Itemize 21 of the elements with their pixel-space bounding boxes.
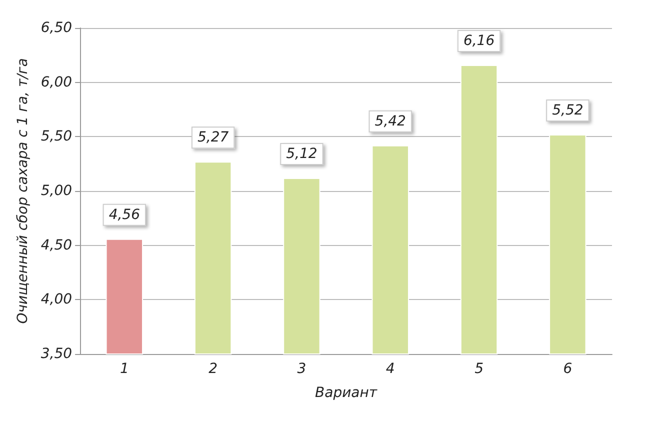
x-tick-label: 2 <box>208 361 218 377</box>
data-label: 5,12 <box>286 146 318 162</box>
x-axis-title: Вариант <box>315 385 378 401</box>
data-label: 5,52 <box>552 102 584 118</box>
y-tick-label: 6,50 <box>40 20 72 36</box>
data-label: 6,16 <box>463 32 495 49</box>
x-tick-label: 1 <box>120 361 129 377</box>
x-tick-label: 5 <box>474 361 484 377</box>
y-tick-label: 6,00 <box>40 74 72 90</box>
data-label: 4,56 <box>108 206 140 223</box>
x-tick-label: 3 <box>297 361 306 377</box>
y-tick-label: 5,50 <box>40 128 72 145</box>
data-label: 5,27 <box>197 130 229 146</box>
y-tick-label: 3,50 <box>40 346 72 362</box>
x-tick-label: 6 <box>563 361 572 377</box>
y-tick-label: 4,00 <box>40 292 72 308</box>
y-tick-label: 5,00 <box>40 183 72 199</box>
data-label: 5,42 <box>374 113 406 130</box>
x-tick-label: 4 <box>386 361 395 377</box>
y-axis-title: Очищенный сбор сахара с 1 га, т/га <box>15 58 31 324</box>
y-tick-label: 4,50 <box>40 237 72 254</box>
